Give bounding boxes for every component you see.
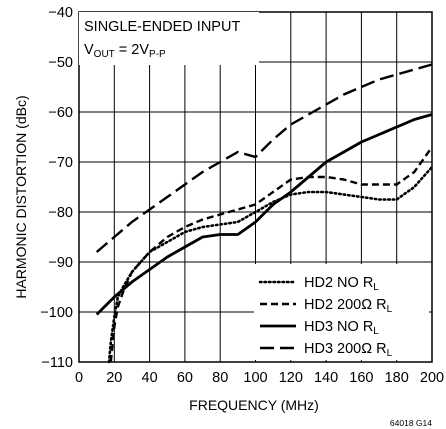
annotation-eq: = 2V xyxy=(115,42,150,58)
x-tick-label: 100 xyxy=(243,370,267,386)
annotation-line-1: SINGLE-ENDED INPUT xyxy=(84,19,240,35)
x-tick-label: 60 xyxy=(177,370,193,386)
legend-background xyxy=(254,264,429,360)
y-tick-label: −80 xyxy=(48,205,73,221)
y-tick-label: −90 xyxy=(48,255,73,271)
y-tick-label: −50 xyxy=(48,55,73,71)
annotation-v: V xyxy=(84,42,94,58)
x-tick-label: 0 xyxy=(75,370,83,386)
x-axis-label: FREQUENCY (MHz) xyxy=(189,397,319,413)
legend-label: HD2 NO RL xyxy=(304,275,379,293)
annotation-line-2: VOUT = 2VP-P xyxy=(84,42,166,60)
series-line-4 xyxy=(95,63,433,253)
y-tick-label: −40 xyxy=(48,5,73,21)
annotation-sub-pp: P-P xyxy=(149,49,166,60)
y-tick-labels: −40 −50 −60 −70 −80 −90 −100 −110 xyxy=(40,5,73,371)
data-series xyxy=(95,63,434,364)
x-tick-label: 80 xyxy=(212,370,228,386)
y-axis-label: HARMONIC DISTORTION (dBc) xyxy=(13,95,29,298)
figure-id: 64018 G14 xyxy=(390,418,432,428)
series-line-2 xyxy=(109,146,433,363)
legend-label: HD3 NO RL xyxy=(304,319,379,337)
legend-label: HD3 200Ω RL xyxy=(304,341,393,359)
legend: HD2 NO RL HD2 200Ω RL HD3 NO RL HD3 200Ω RL xyxy=(254,264,429,360)
annotation-box: SINGLE-ENDED INPUT VOUT = 2VP-P xyxy=(79,12,259,65)
y-tick-label: −100 xyxy=(40,305,73,321)
x-tick-label: 140 xyxy=(314,370,338,386)
x-tick-label: 160 xyxy=(349,370,373,386)
x-tick-label: 20 xyxy=(106,370,122,386)
x-tick-label: 180 xyxy=(385,370,409,386)
legend-label: HD2 200Ω RL xyxy=(304,297,393,315)
x-tick-label: 120 xyxy=(279,370,303,386)
y-tick-label: −70 xyxy=(48,155,73,171)
x-tick-label: 40 xyxy=(142,370,158,386)
series-line-3 xyxy=(95,113,433,316)
x-tick-labels: 0 20 40 60 80 100 120 140 160 180 200 xyxy=(75,370,444,386)
x-tick-label: 200 xyxy=(420,370,444,386)
y-tick-label: −60 xyxy=(48,105,73,121)
annotation-background xyxy=(79,12,259,65)
annotation-sub-out: OUT xyxy=(94,49,115,60)
y-tick-label: −110 xyxy=(41,355,73,371)
